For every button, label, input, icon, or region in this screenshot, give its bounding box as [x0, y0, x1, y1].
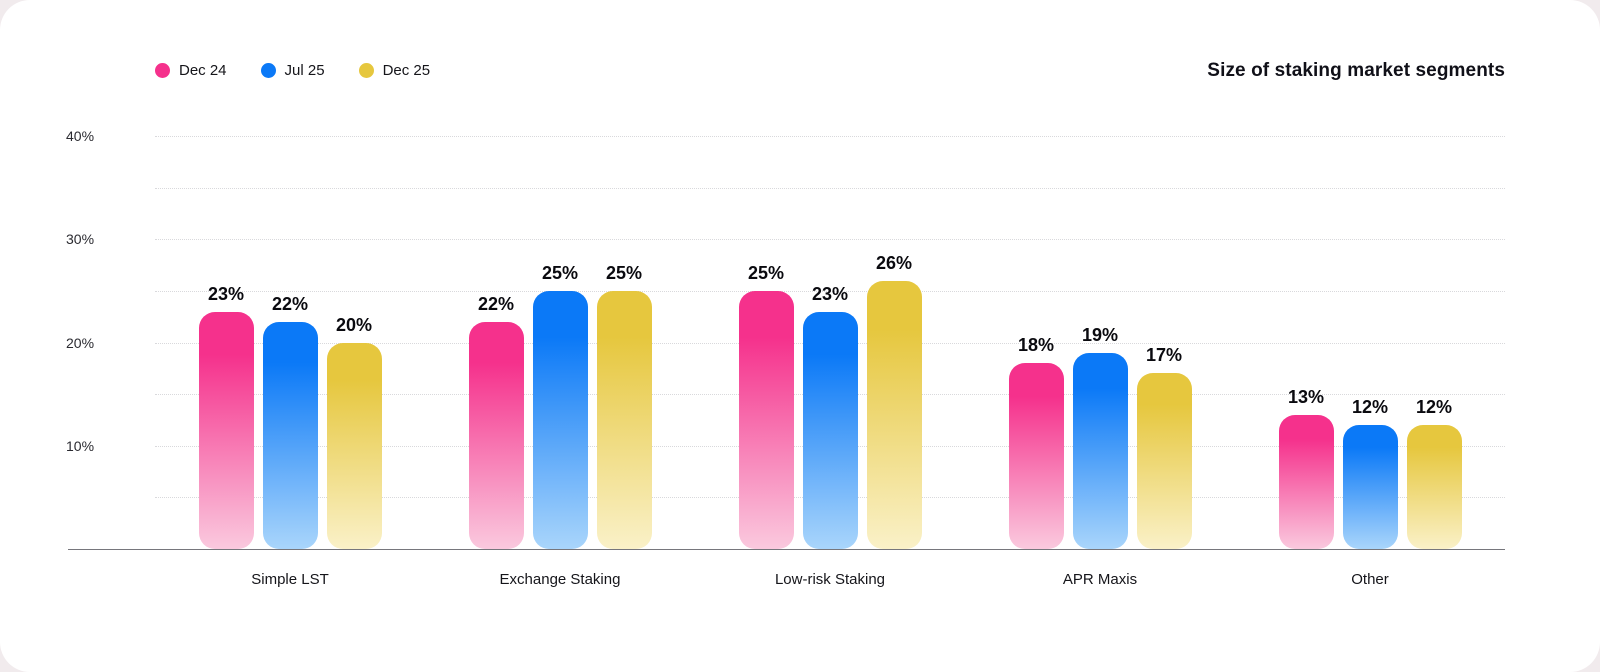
category-label: APR Maxis	[1062, 571, 1138, 588]
bar-value-label: 22%	[477, 293, 515, 314]
bar-wrap: 25%	[532, 262, 588, 549]
y-axis-label: 20%	[66, 334, 95, 351]
bar	[596, 290, 652, 549]
bar-groups: 23% 22% 20% 22% 25% 25% 25% 23% 26% 18% 19% 17% 13% 1…	[155, 136, 1505, 549]
bar-value-label: 26%	[875, 252, 913, 273]
bar-wrap: 19%	[1072, 324, 1128, 549]
bar	[1136, 373, 1192, 549]
bar-wrap: 18%	[1008, 335, 1064, 549]
y-axis-label: 40%	[66, 128, 95, 144]
y-axis-label: 30%	[66, 231, 95, 248]
category-label: Low-risk Staking	[774, 571, 886, 588]
legend-dot-icon	[155, 63, 170, 78]
legend-item: Jul 25	[260, 62, 325, 79]
bar-group: 18% 19% 17%	[1008, 324, 1192, 549]
gridline	[155, 136, 1505, 137]
legend-label: Dec 25	[382, 62, 431, 79]
bar-wrap: 22%	[468, 293, 524, 549]
bar-wrap: 23%	[802, 283, 858, 549]
bar	[468, 321, 524, 549]
category-labels: Simple LST Exchange Staking Low-risk Staki…	[155, 571, 1505, 588]
bar	[1406, 425, 1462, 549]
bar-group: 23% 22% 20%	[198, 283, 382, 549]
legend-item: Dec 25	[358, 62, 431, 79]
bar-value-label: 22%	[271, 293, 309, 314]
y-axis-label: 10%	[66, 437, 95, 454]
bar-wrap: 22%	[262, 293, 318, 549]
bar-wrap: 12%	[1342, 397, 1398, 549]
bar-value-label: 20%	[335, 314, 373, 335]
bar	[866, 280, 922, 549]
bar	[532, 290, 588, 549]
bar	[262, 321, 318, 549]
bar-value-label: 12%	[1415, 397, 1453, 418]
chart-title: Size of staking market segments	[1207, 60, 1505, 81]
bar-value-label: 17%	[1145, 345, 1183, 366]
bar-value-label: 23%	[207, 283, 245, 304]
bar-wrap: 12%	[1406, 397, 1462, 549]
bar-wrap: 25%	[596, 262, 652, 549]
bar-group: 25% 23% 26%	[738, 252, 922, 549]
gridline	[155, 239, 1505, 241]
bar-wrap: 23%	[198, 283, 254, 549]
bar-wrap: 20%	[326, 314, 382, 549]
legend-item: Dec 24	[155, 62, 227, 79]
bar	[738, 290, 794, 549]
legend-label: Dec 24	[179, 62, 227, 79]
bar	[1008, 363, 1064, 549]
bar-group: 13% 12% 12%	[1278, 386, 1462, 549]
legend-dot-icon	[358, 63, 374, 78]
bar-wrap: 26%	[866, 252, 922, 549]
bar-value-label: 13%	[1287, 386, 1325, 407]
bar-value-label: 12%	[1351, 397, 1389, 418]
legend-dot-icon	[260, 63, 276, 78]
category-label: Simple LST	[251, 571, 329, 588]
legend-label: Jul 25	[284, 62, 325, 79]
bar-value-label: 18%	[1017, 335, 1055, 356]
bar-wrap: 13%	[1278, 386, 1334, 549]
bar-value-label: 25%	[605, 262, 643, 283]
bar	[1072, 352, 1128, 549]
bar	[1278, 414, 1334, 549]
category-label: Other	[1351, 571, 1389, 588]
gridline	[155, 290, 1505, 292]
legend: Dec 24 Jul 25 Dec 25	[155, 62, 430, 79]
bar-value-label: 19%	[1081, 324, 1119, 345]
bar-group: 22% 25% 25%	[468, 262, 652, 549]
gridline	[155, 187, 1505, 189]
bar	[326, 342, 382, 549]
bar-value-label: 23%	[811, 283, 849, 304]
bar-value-label: 25%	[747, 262, 785, 283]
category-label: Exchange Staking	[499, 571, 621, 588]
bar	[802, 311, 858, 549]
bar-value-label: 25%	[541, 262, 579, 283]
bar	[198, 311, 254, 549]
bar-wrap: 17%	[1136, 345, 1192, 549]
bar	[1342, 425, 1398, 549]
bar-wrap: 25%	[738, 262, 794, 549]
x-axis-baseline	[68, 549, 1505, 550]
